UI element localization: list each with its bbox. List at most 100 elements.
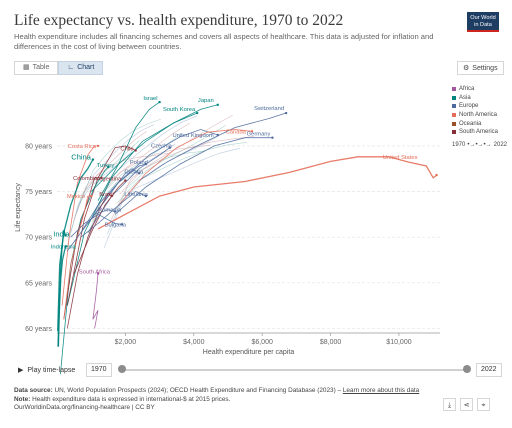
timeline-track[interactable] (122, 369, 467, 371)
series-label: Romania (98, 208, 122, 214)
tab-table[interactable]: ▦ Table (14, 61, 59, 75)
play-icon: ▶ (18, 367, 24, 374)
y-tick-label: 80 years (25, 143, 52, 150)
series-endpoint (137, 172, 141, 175)
series-label: United States (383, 155, 418, 161)
background-series-line (107, 125, 226, 235)
series-line-croatia (87, 168, 140, 224)
share-button[interactable]: ⋖ (460, 398, 473, 411)
url-line: OurWorldinData.org/financing-healthcare … (14, 404, 155, 412)
share-icon: ⋖ (463, 402, 470, 409)
legend-label: Asia (459, 94, 471, 101)
series-label: Germany (247, 132, 271, 138)
series-endpoint (96, 272, 100, 275)
series-label: Israel (143, 96, 157, 102)
series-endpoint (284, 111, 288, 115)
settings-label: Settings (472, 64, 498, 72)
tab-chart[interactable]: ∟ Chart (58, 61, 104, 75)
play-label: Play time-lapse (27, 366, 76, 374)
series-label: United Kingdom (172, 133, 213, 139)
logo-line-2: in Data (474, 21, 492, 28)
x-tick-label: $10,000 (386, 339, 411, 346)
legend-label: Africa (459, 86, 475, 93)
owid-logo[interactable]: Our World in Data (467, 12, 499, 32)
series-label: Canada (226, 129, 247, 135)
series-endpoint (196, 111, 199, 115)
series-line-brazil (66, 192, 112, 329)
x-tick-label: $6,000 (251, 339, 273, 346)
series-endpoint (168, 146, 172, 149)
series-label: Brazil (99, 192, 114, 198)
series-endpoint (110, 194, 113, 198)
y-tick-label: 65 years (25, 280, 52, 287)
series-endpoint (107, 165, 110, 169)
series-label: Japan (198, 98, 214, 104)
x-axis-label: Health expenditure per capita (203, 349, 295, 356)
series-line-germany (114, 137, 273, 215)
series-label: Argentina (97, 177, 123, 183)
time-legend-start: 1970 (452, 142, 466, 148)
series-label: South Korea (163, 107, 196, 113)
legend-swatch (452, 104, 456, 109)
series-endpoint (216, 103, 219, 107)
settings-button[interactable]: ⚙ Settings (457, 61, 504, 75)
background-series-line (113, 147, 241, 212)
table-icon: ▦ (23, 64, 30, 71)
legend-item-oceania[interactable]: Oceania (452, 119, 498, 128)
series-endpoint (96, 144, 100, 148)
series-endpoint (124, 179, 127, 182)
series-label: Colombia (73, 176, 98, 182)
series-line-indonesia (57, 246, 67, 347)
background-series-line (119, 136, 255, 195)
legend-label: South America (459, 129, 499, 136)
logo-line-1: Our World (470, 15, 496, 21)
series-endpoint (91, 158, 95, 161)
legend-item-europe[interactable]: Europe (452, 102, 498, 111)
series-endpoint (64, 234, 67, 237)
timeline-start-year: 1970 (86, 363, 112, 377)
note-prefix: Note: (14, 395, 31, 403)
timeline-end-handle[interactable] (463, 365, 471, 373)
background-series-line (116, 142, 248, 204)
series-label: China (71, 153, 91, 162)
x-tick-label: $8,000 (320, 339, 342, 346)
play-timelapse-button[interactable]: ▶ Play time-lapse (14, 363, 79, 377)
x-tick-label: $2,000 (115, 339, 137, 346)
series-label: Croatia (124, 169, 143, 175)
series-label: Turkey (97, 163, 115, 169)
tab-chart-label: Chart (77, 64, 95, 71)
tab-table-label: Table (32, 64, 50, 71)
chart-footer: Data source: UN, World Population Prospe… (14, 387, 434, 413)
learn-more-link[interactable]: Learn more about this data (342, 387, 420, 394)
timeline-end-year: 2022 (476, 363, 502, 377)
series-label: Poland (130, 160, 148, 166)
legend-swatch (452, 130, 456, 135)
chart-subtitle: Health expenditure includes all financin… (14, 32, 434, 51)
fullscreen-button[interactable]: ⌖ (477, 398, 490, 411)
legend-swatch (452, 95, 456, 100)
background-series-line (70, 140, 140, 234)
legend-swatch (452, 121, 456, 126)
download-button[interactable]: ⤓ (443, 398, 456, 411)
fullscreen-icon: ⌖ (481, 402, 486, 409)
timeline-start-handle[interactable] (118, 365, 126, 373)
source-text: UN, World Population Prospects (2024); O… (54, 387, 343, 394)
series-label: Mexico (67, 194, 85, 200)
legend-swatch (452, 87, 456, 92)
series-endpoint (271, 136, 274, 139)
series-label: Switzerland (254, 106, 284, 112)
y-axis-label: Life expectancy (15, 183, 22, 232)
legend-item-africa[interactable]: Africa (452, 85, 498, 94)
source-prefix: Data source: (14, 387, 53, 394)
legend-item-north-america[interactable]: North America (452, 111, 498, 120)
series-endpoint (64, 245, 68, 248)
background-series-line (97, 150, 205, 205)
series-label: Lithuania (124, 192, 148, 198)
series-line-south-korea (66, 112, 198, 306)
series-line-bulgaria (70, 213, 123, 238)
download-icon: ⤓ (447, 402, 452, 409)
legend-item-south-america[interactable]: South America (452, 128, 498, 137)
series-label: Czechia (151, 144, 173, 150)
series-line-japan (90, 104, 218, 192)
legend-item-asia[interactable]: Asia (452, 94, 498, 103)
